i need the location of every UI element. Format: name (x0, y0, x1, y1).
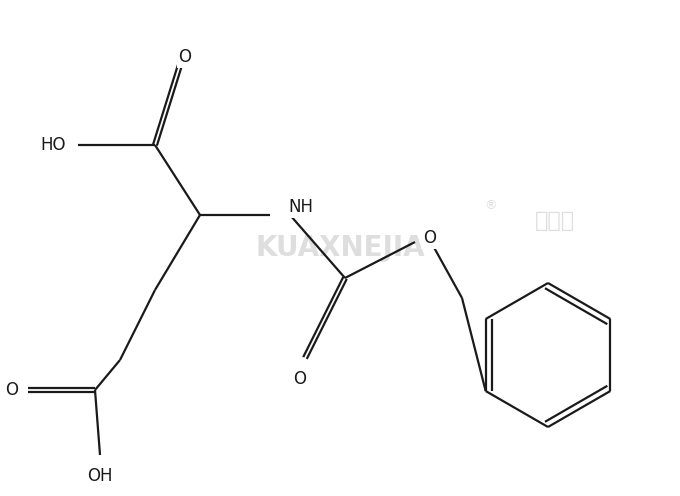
Text: ®: ® (483, 199, 496, 212)
Text: O: O (5, 381, 18, 399)
Text: 化学加: 化学加 (535, 211, 575, 231)
Text: HO: HO (41, 136, 66, 154)
Text: O: O (423, 229, 436, 247)
Text: O: O (178, 48, 192, 66)
Text: O: O (294, 370, 307, 388)
Text: NH: NH (288, 198, 313, 216)
Text: OH: OH (87, 467, 113, 485)
Text: KUAXNEJIA: KUAXNEJIA (255, 234, 425, 262)
